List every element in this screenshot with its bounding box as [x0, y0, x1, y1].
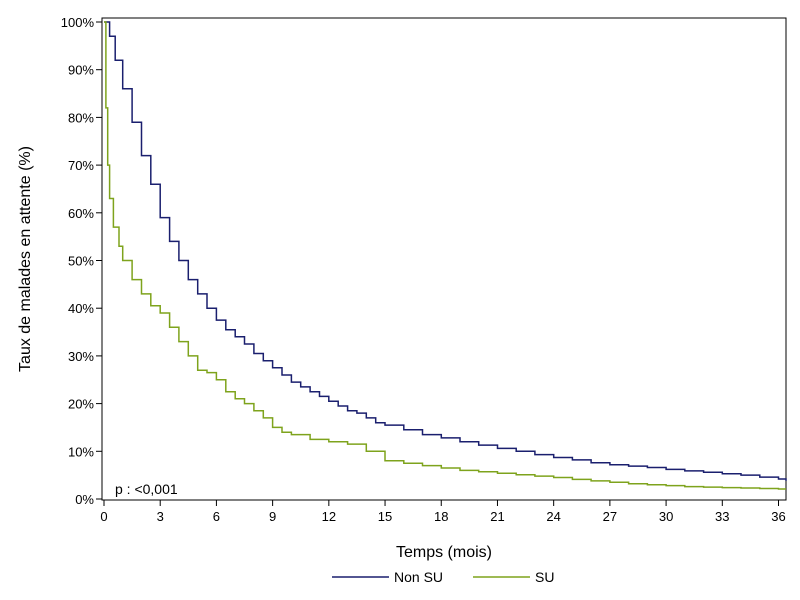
y-tick-label: 60%	[68, 206, 94, 221]
x-tick-label: 33	[715, 509, 729, 524]
x-tick-label: 36	[771, 509, 785, 524]
x-tick-label: 6	[213, 509, 220, 524]
x-axis-label: Temps (mois)	[396, 544, 492, 561]
x-tick-label: 9	[269, 509, 276, 524]
x-tick-label: 27	[603, 509, 617, 524]
x-tick-label: 12	[322, 509, 336, 524]
x-axis: 0 3 6 9 12 15 18 21 24 27 30 33 36	[100, 500, 786, 524]
y-tick-label: 0%	[75, 492, 94, 507]
plot-frame	[101, 17, 787, 501]
legend-label-non-su: Non SU	[394, 569, 443, 585]
y-tick-label: 100%	[61, 15, 95, 30]
x-tick-label: 18	[434, 509, 448, 524]
y-axis-label: Taux de malades en attente (%)	[17, 146, 34, 372]
y-tick-label: 80%	[68, 110, 94, 125]
series-line-non-su	[104, 21, 787, 481]
x-tick-label: 0	[100, 509, 107, 524]
y-tick-label: 70%	[68, 158, 94, 173]
p-value-annotation: p : <0,001	[115, 481, 178, 497]
series-line-su	[104, 21, 786, 490]
x-tick-label: 30	[659, 509, 673, 524]
y-tick-label: 50%	[68, 254, 94, 269]
y-tick-label: 40%	[68, 301, 94, 316]
x-tick-label: 24	[546, 509, 560, 524]
y-axis: 0% 10% 20% 30% 40% 50% 60% 70% 80% 90% 100%	[61, 15, 102, 507]
y-tick-label: 10%	[68, 444, 94, 459]
legend: Non SU SU	[332, 569, 554, 585]
y-tick-label: 20%	[68, 397, 94, 412]
x-tick-label: 15	[378, 509, 392, 524]
legend-label-su: SU	[535, 569, 554, 585]
curves	[104, 21, 787, 490]
x-tick-label: 21	[490, 509, 504, 524]
x-tick-label: 3	[157, 509, 164, 524]
y-tick-label: 90%	[68, 63, 94, 78]
y-tick-label: 30%	[68, 349, 94, 364]
